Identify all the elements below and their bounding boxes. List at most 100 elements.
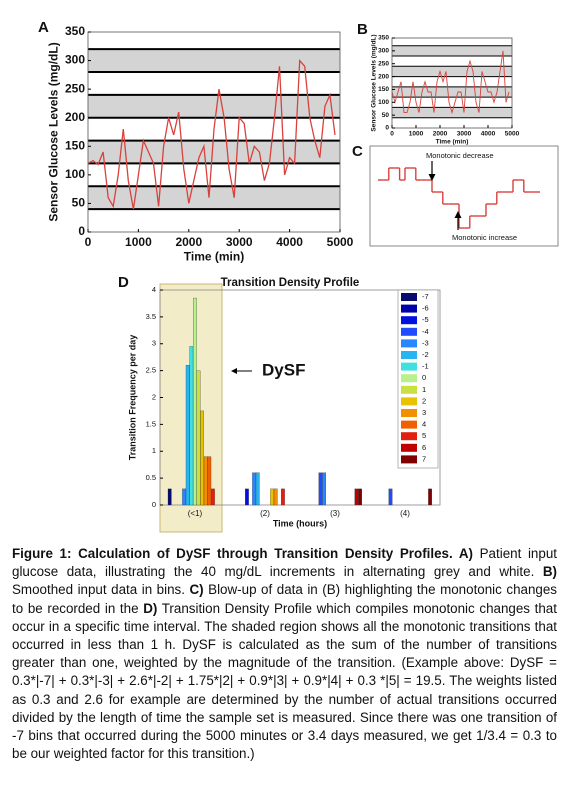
y-tick-label: 300 <box>65 53 85 67</box>
band <box>392 86 512 98</box>
legend-label: 7 <box>422 454 426 463</box>
glucose-line <box>391 50 510 115</box>
caption-text: C) <box>189 582 204 598</box>
legend-swatch <box>401 397 417 406</box>
bar <box>358 488 362 506</box>
x-tick-label: 0 <box>390 131 394 138</box>
x-tick-label: 3000 <box>226 235 253 249</box>
y-tick-label: 100 <box>65 167 85 181</box>
x-tick-label: (<1) <box>188 509 203 518</box>
bar <box>273 488 278 506</box>
x-tick-label: 3000 <box>457 131 472 138</box>
x-axis-label: Time (hours) <box>273 518 327 528</box>
caption-text: B) <box>542 564 557 580</box>
bar <box>428 488 432 506</box>
bar <box>252 472 256 506</box>
y-tick-label: 2.5 <box>146 366 156 375</box>
arrow-head <box>231 368 237 374</box>
legend-label: -5 <box>422 315 429 324</box>
legend-label: -1 <box>422 362 429 371</box>
x-tick-label: 5000 <box>505 131 520 138</box>
x-tick-label: 4000 <box>276 235 303 249</box>
y-tick-label: 1 <box>152 446 156 455</box>
band <box>88 94 340 118</box>
band <box>88 186 340 210</box>
chart-title: Transition Density Profile <box>221 277 360 289</box>
bar <box>182 488 186 506</box>
legend-swatch <box>401 409 417 417</box>
legend-swatch <box>401 455 417 464</box>
legend-swatch <box>401 316 417 325</box>
legend-label: 1 <box>422 385 426 394</box>
legend-swatch <box>401 385 417 394</box>
y-axis-label: Sensor Glucose Levels (mg/dL) <box>47 42 61 221</box>
panel-label: A <box>38 19 49 36</box>
legend-swatch <box>401 432 417 441</box>
legend-swatch <box>401 420 417 429</box>
bar <box>245 488 249 506</box>
bar <box>388 488 393 506</box>
arrow-head <box>454 211 462 218</box>
arrow-head <box>428 174 436 181</box>
legend-label: -6 <box>422 304 429 313</box>
y-tick-label: 250 <box>65 81 85 95</box>
annotation: Monotonic decrease <box>426 151 494 160</box>
bar <box>318 472 323 506</box>
legend-label: 0 <box>422 373 426 382</box>
annotation: Monotonic increase <box>452 233 517 242</box>
x-axis-label: Time (min) <box>184 249 244 263</box>
y-tick-label: 200 <box>378 73 389 80</box>
bar <box>185 365 190 506</box>
band <box>392 66 512 77</box>
x-tick-label: 4000 <box>481 131 496 138</box>
caption-text: D) <box>143 600 158 616</box>
legend-label: 4 <box>422 420 426 429</box>
bar <box>189 346 194 506</box>
plot-frame <box>87 31 341 233</box>
bar <box>203 456 208 506</box>
x-tick-label: (2) <box>260 509 270 518</box>
x-tick-label: 2000 <box>433 131 448 138</box>
y-tick-label: 350 <box>378 35 389 42</box>
legend-label: 6 <box>422 443 426 452</box>
x-tick-label: (3) <box>330 509 340 518</box>
x-tick-label: 1000 <box>125 235 152 249</box>
x-tick-label: 5000 <box>327 235 354 249</box>
bar <box>200 410 204 506</box>
y-tick-label: 0 <box>78 224 85 238</box>
bar <box>255 472 260 506</box>
legend-label: 5 <box>422 431 426 440</box>
caption-text: Blow-up of data in (B) highlighting the … <box>12 582 558 616</box>
legend-label: 3 <box>422 408 426 417</box>
caption-text: Smoothed input data in bins. <box>12 582 190 598</box>
x-tick-label: 0 <box>85 235 92 249</box>
caption-text: Patient input glucose data, illustrating… <box>12 546 557 580</box>
bar <box>354 488 359 506</box>
y-tick-label: 50 <box>72 196 86 210</box>
y-axis-label: Transition Frequency per day <box>127 335 137 461</box>
y-tick-label: 2 <box>152 392 156 401</box>
y-tick-label: 4 <box>152 285 156 294</box>
legend-label: -4 <box>422 327 429 336</box>
band <box>88 49 340 72</box>
y-tick-label: 3.5 <box>146 312 156 321</box>
bar <box>196 370 201 506</box>
panel-frame <box>369 145 559 247</box>
legend-label: 2 <box>422 396 426 405</box>
legend-label: -3 <box>422 338 429 347</box>
legend-swatch <box>401 374 417 383</box>
bar <box>167 488 172 506</box>
y-tick-label: 50 <box>382 112 390 119</box>
y-tick-label: 3 <box>152 339 156 348</box>
legend-swatch <box>401 304 417 313</box>
glucose-line <box>87 58 336 210</box>
legend-swatch <box>401 362 417 371</box>
y-tick-label: 100 <box>378 99 389 106</box>
y-tick-label: 1.5 <box>146 419 156 428</box>
legend-swatch <box>401 443 417 452</box>
y-tick-label: 150 <box>65 138 85 152</box>
panel-label: D <box>118 274 129 291</box>
y-tick-label: 0 <box>385 125 389 132</box>
